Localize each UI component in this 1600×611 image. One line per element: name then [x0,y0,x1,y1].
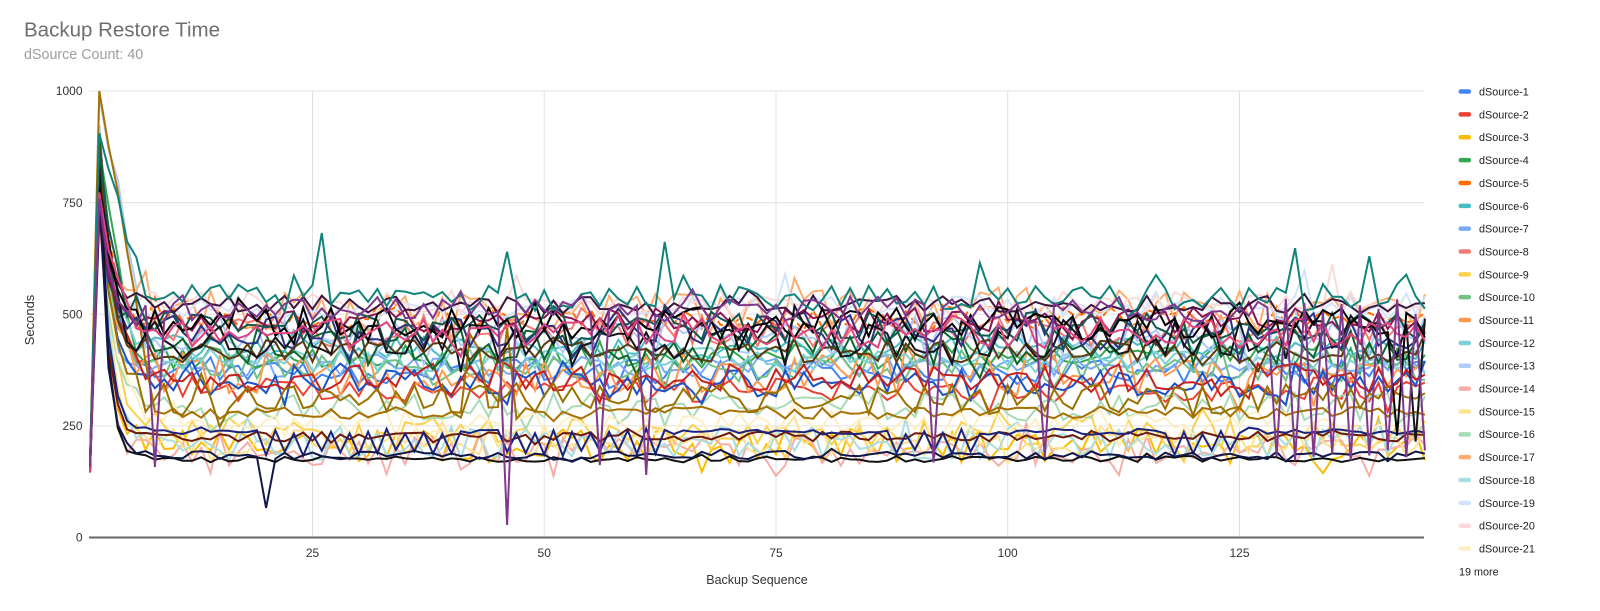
svg-text:250: 250 [62,419,82,433]
svg-text:dSource-4: dSource-4 [1479,155,1529,167]
svg-text:dSource-10: dSource-10 [1479,292,1535,304]
svg-text:dSource-8: dSource-8 [1479,247,1529,259]
svg-text:Backup Restore Time: Backup Restore Time [24,19,220,42]
svg-text:500: 500 [62,307,82,321]
svg-text:dSource-15: dSource-15 [1479,406,1535,418]
svg-text:Backup Sequence: Backup Sequence [706,573,808,587]
svg-text:dSource-19: dSource-19 [1479,498,1535,510]
svg-text:dSource-16: dSource-16 [1479,429,1535,441]
svg-text:19 more: 19 more [1459,567,1499,579]
svg-text:Seconds: Seconds [22,294,37,345]
svg-text:dSource-9: dSource-9 [1479,269,1529,281]
svg-text:dSource-12: dSource-12 [1479,338,1535,350]
svg-text:75: 75 [769,546,783,560]
svg-text:dSource-13: dSource-13 [1479,361,1535,373]
svg-text:100: 100 [998,546,1018,560]
svg-text:dSource-14: dSource-14 [1479,384,1535,396]
svg-text:dSource-21: dSource-21 [1479,544,1535,556]
svg-text:0: 0 [76,531,83,545]
svg-text:dSource-7: dSource-7 [1479,224,1529,236]
svg-text:dSource-17: dSource-17 [1479,452,1535,464]
svg-text:25: 25 [306,546,320,560]
svg-text:750: 750 [62,196,82,210]
svg-text:125: 125 [1229,546,1249,560]
svg-text:dSource-20: dSource-20 [1479,521,1535,533]
svg-text:1000: 1000 [56,84,83,98]
svg-text:dSource-5: dSource-5 [1479,178,1529,190]
svg-text:dSource Count: 40: dSource Count: 40 [24,47,143,63]
svg-text:dSource-18: dSource-18 [1479,475,1535,487]
svg-text:dSource-2: dSource-2 [1479,109,1529,121]
svg-text:dSource-6: dSource-6 [1479,201,1529,213]
svg-text:dSource-11: dSource-11 [1479,315,1534,327]
svg-text:dSource-1: dSource-1 [1479,87,1529,99]
svg-text:50: 50 [538,546,552,560]
svg-text:dSource-3: dSource-3 [1479,132,1529,144]
